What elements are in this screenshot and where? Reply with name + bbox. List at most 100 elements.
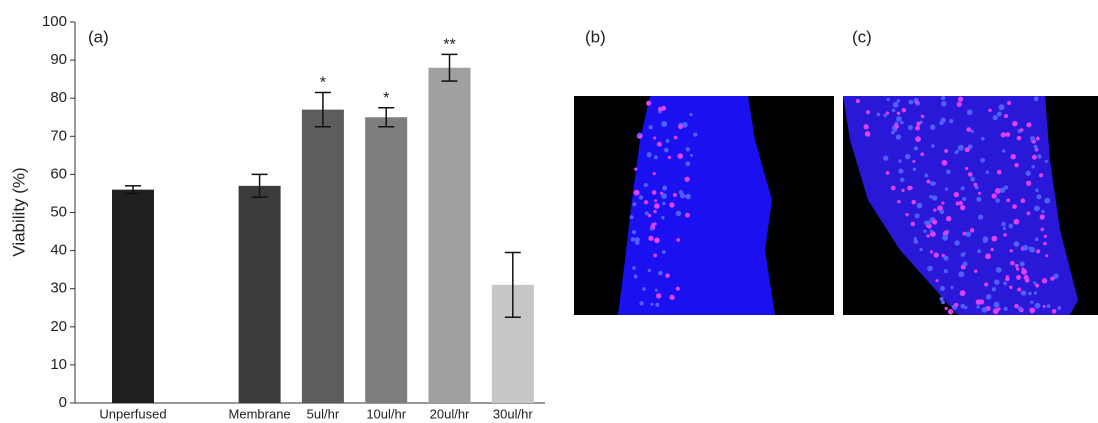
cell — [977, 191, 981, 195]
cell — [944, 306, 948, 311]
cell — [960, 303, 966, 309]
cell — [910, 221, 916, 227]
cell — [964, 147, 970, 153]
cell — [959, 204, 966, 211]
cell — [1017, 287, 1022, 292]
cell — [933, 208, 937, 212]
cell — [1013, 218, 1020, 225]
cell — [967, 144, 973, 150]
cell — [1032, 281, 1037, 285]
cell — [1041, 209, 1045, 214]
cell — [1001, 149, 1006, 153]
error-bar — [125, 185, 141, 195]
cell — [637, 132, 641, 136]
error-bar — [314, 91, 331, 128]
cell — [647, 268, 651, 273]
cell — [898, 159, 902, 163]
cell — [940, 95, 946, 101]
cell — [885, 111, 890, 115]
cell — [941, 101, 947, 107]
cell — [995, 267, 1002, 273]
cell — [913, 238, 918, 244]
cell — [957, 144, 964, 151]
cell — [1022, 244, 1029, 251]
cell — [1006, 198, 1011, 203]
cell — [653, 155, 658, 160]
y-tick-label: 70 — [50, 127, 67, 144]
cell — [672, 193, 677, 198]
cell — [1003, 306, 1008, 311]
cell — [1036, 194, 1042, 200]
cell — [931, 144, 935, 148]
cell — [965, 166, 969, 171]
cell — [1015, 263, 1019, 268]
cell — [685, 212, 690, 218]
cell — [935, 279, 939, 283]
cell — [912, 167, 917, 172]
cell — [1057, 306, 1062, 310]
cell — [642, 287, 646, 291]
cell — [966, 109, 973, 116]
cell — [685, 161, 691, 167]
cell — [658, 270, 663, 276]
cell — [638, 195, 644, 200]
cell — [988, 108, 992, 112]
x-tick-label: 20ul/hr — [430, 406, 470, 421]
cell — [1035, 283, 1040, 288]
y-axis-label: Viability (%) — [9, 167, 28, 256]
cell — [999, 187, 1006, 193]
cell — [941, 159, 948, 166]
cell — [1031, 154, 1037, 160]
cell — [1033, 96, 1039, 102]
y-tick-label: 40 — [50, 242, 67, 259]
cell — [953, 191, 960, 198]
cell — [957, 96, 964, 102]
cell — [653, 209, 657, 214]
cell — [1005, 132, 1011, 137]
cell — [654, 203, 660, 209]
cell — [632, 266, 636, 270]
cell — [650, 302, 654, 306]
cell — [956, 101, 962, 107]
cell — [1031, 164, 1035, 169]
cell — [914, 213, 920, 219]
cell — [643, 200, 649, 205]
cell — [886, 97, 890, 102]
cell — [1014, 162, 1019, 168]
cell — [993, 301, 1000, 308]
cell — [653, 222, 657, 226]
cell — [904, 153, 911, 160]
cell — [1044, 159, 1048, 163]
cell — [1016, 135, 1022, 141]
error-bar — [441, 53, 458, 82]
y-tick-label: 30 — [50, 280, 67, 297]
cell — [633, 274, 638, 279]
cell — [992, 114, 998, 121]
cell — [1014, 303, 1019, 309]
significance: * — [320, 75, 326, 92]
cell — [675, 286, 680, 291]
cell — [654, 199, 658, 203]
cell — [962, 196, 967, 201]
cell — [665, 139, 670, 143]
cell — [648, 235, 654, 241]
cell — [685, 193, 691, 200]
cell — [669, 202, 675, 208]
cell — [929, 229, 933, 233]
cell — [865, 110, 871, 115]
cell — [1044, 197, 1051, 204]
cell — [896, 99, 901, 103]
cell — [930, 124, 936, 130]
cell — [947, 309, 954, 315]
cell — [1038, 173, 1044, 178]
cell — [900, 121, 904, 125]
y-tick-label: 80 — [50, 89, 67, 106]
x-tick-label: 30ul/hr — [493, 406, 533, 421]
y-tick-label: 50 — [50, 203, 67, 220]
cell — [981, 306, 988, 313]
cell — [976, 196, 982, 202]
cell — [673, 135, 678, 140]
cell — [648, 125, 653, 130]
cell — [1013, 241, 1020, 248]
cell — [992, 308, 999, 315]
